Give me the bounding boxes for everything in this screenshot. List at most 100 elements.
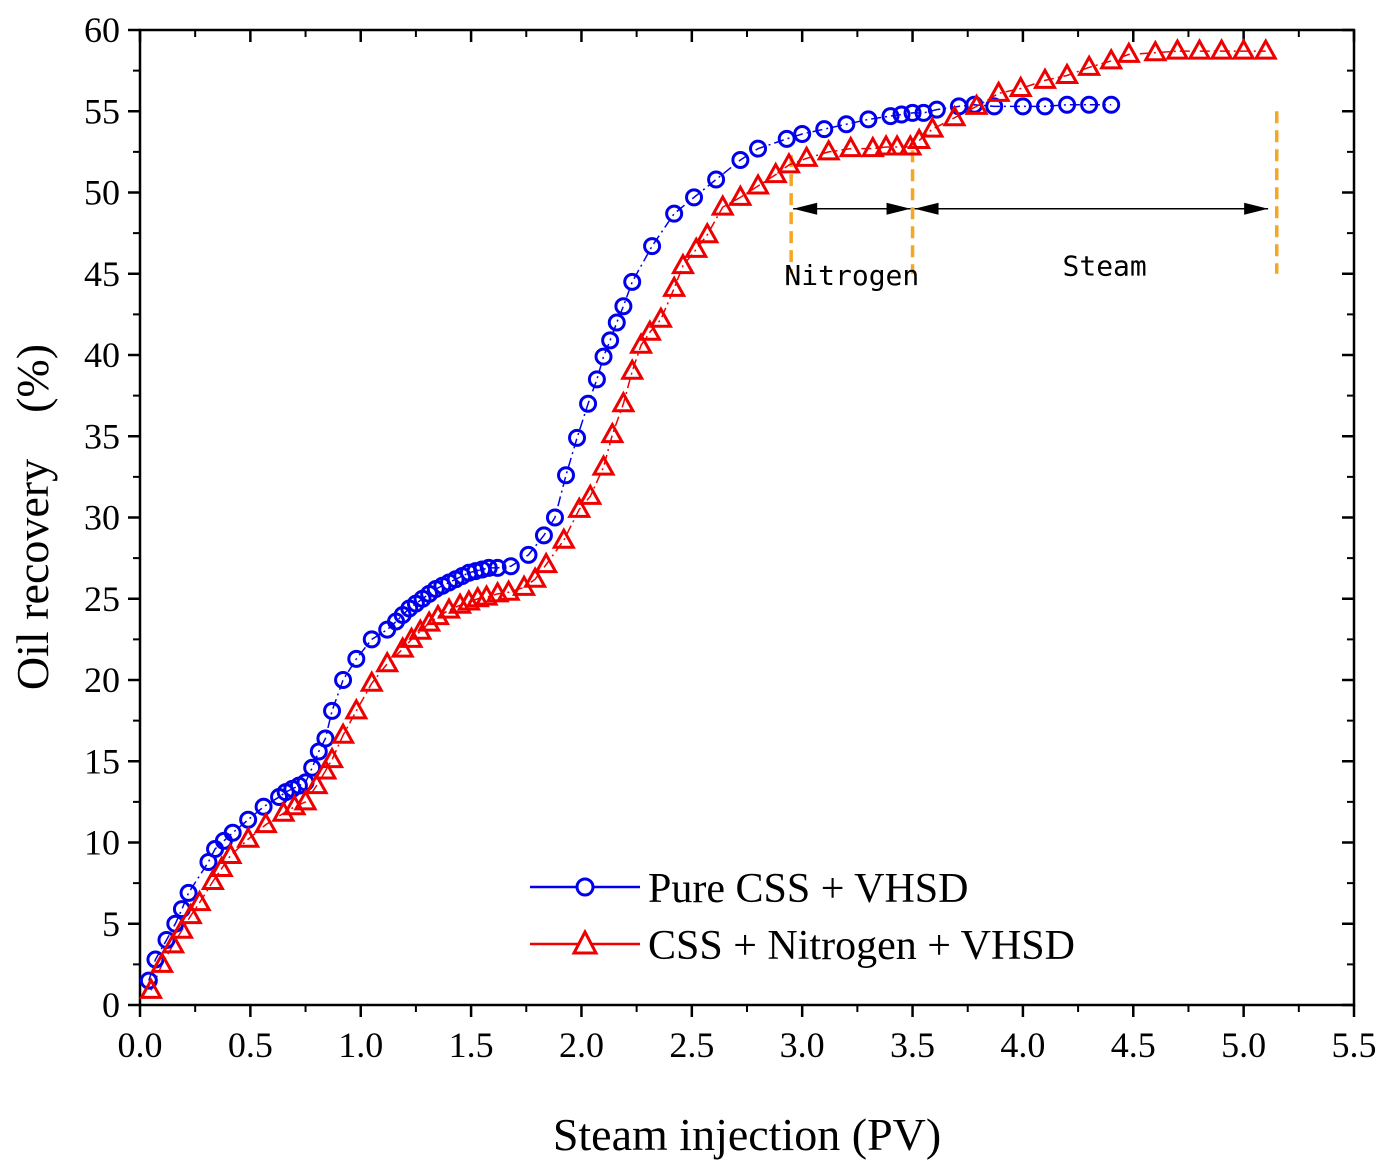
pure-css-data-point (347, 649, 366, 668)
y-tick-label: 60 (84, 10, 120, 50)
pure-css-data-point (1080, 95, 1099, 114)
pure-css-data-point (903, 103, 922, 122)
pure-css-data-point (665, 204, 684, 223)
y-tick-label: 25 (84, 579, 120, 619)
css-nitrogen-data-point (456, 588, 481, 611)
css-nitrogen-data-point (150, 951, 175, 973)
css-nitrogen-data-point (776, 151, 801, 174)
css-nitrogen-data-point (304, 772, 329, 795)
pure-css-data-point (223, 823, 242, 842)
pure-css-data-point (568, 428, 587, 447)
css-nitrogen-data-point (209, 855, 234, 877)
x-axis-title: Steam injection (PV) (553, 1109, 941, 1160)
x-tick-label: 5.5 (1332, 1025, 1377, 1065)
pure-css-data-point (927, 100, 946, 119)
x-tick-label: 0.0 (118, 1025, 163, 1065)
x-tick-label: 1.5 (449, 1025, 494, 1065)
pure-css-data-point (601, 331, 620, 350)
pure-css-data-point (179, 883, 198, 902)
css-nitrogen-data-point (816, 138, 841, 161)
css-nitrogen-data-point (591, 454, 616, 476)
y-tick-label: 55 (84, 91, 120, 131)
y-tick-label: 15 (84, 741, 120, 781)
css-nitrogen-data-point (885, 133, 910, 156)
x-tick-label: 0.5 (228, 1025, 273, 1065)
y-tick-label: 20 (84, 660, 120, 700)
css-nitrogen-data-point (200, 868, 225, 890)
pure-css-data-point (881, 107, 900, 126)
css-nitrogen-data-point (986, 80, 1011, 102)
css-nitrogen-series-line (150, 50, 1266, 991)
css-nitrogen-data-point (1099, 47, 1124, 70)
css-nitrogen-data-point (920, 116, 945, 138)
css-nitrogen-data-point (496, 579, 521, 601)
y-tick-label: 35 (84, 416, 120, 456)
pure-css-data-point (501, 557, 520, 576)
css-nitrogen-data-point (670, 252, 696, 275)
pure-css-data-point (587, 370, 606, 389)
css-nitrogen-data-point (161, 931, 186, 954)
css-nitrogen-data-point (1008, 75, 1033, 97)
css-nitrogen-data-point (138, 977, 164, 999)
pure-css-data-point (534, 526, 553, 545)
css-nitrogen-data-point (838, 135, 863, 158)
pure-css-data-point (362, 630, 381, 649)
pure-css-data-point (139, 971, 158, 990)
css-nitrogen-data-point (860, 135, 885, 158)
nitrogen-arrow-left-arrowhead-icon (793, 202, 818, 215)
x-tick-label: 1.0 (338, 1025, 383, 1065)
css-nitrogen-data-point (375, 650, 400, 673)
pure-css-data-point (323, 701, 342, 720)
css-nitrogen-data-point (578, 483, 603, 505)
css-nitrogen-data-point (271, 800, 296, 822)
css-nitrogen-data-point (236, 826, 261, 848)
pure-css-data-point (334, 671, 353, 689)
pure-css-data-point (579, 394, 598, 413)
x-tick-label: 3.5 (890, 1025, 935, 1065)
css-nitrogen-data-point (567, 496, 592, 518)
pure-css-data-point (557, 466, 576, 485)
css-nitrogen-data-point (794, 145, 819, 167)
css-nitrogen-data-point (218, 842, 243, 864)
pure-css-data-point (254, 797, 273, 816)
css-nitrogen-data-point (359, 670, 384, 692)
css-nitrogen-data-point (313, 757, 338, 780)
css-nitrogen-data-point (710, 194, 735, 216)
pure-css-data-point (731, 151, 750, 169)
css-nitrogen-data-point (1187, 38, 1212, 60)
pure-css-series-line (148, 103, 1112, 981)
css-nitrogen-data-point (1116, 41, 1141, 63)
css-nitrogen-data-point (178, 902, 203, 925)
pure-css-data-point (837, 115, 856, 134)
pure-css-data-point (303, 758, 322, 777)
y-tick-label: 40 (84, 335, 120, 375)
pure-css-data-point (623, 272, 642, 291)
pure-css-data-point (316, 729, 335, 748)
css-nitrogen-data-point (1077, 54, 1102, 76)
css-nitrogen-data-point (964, 93, 989, 115)
y-tick-label: 45 (84, 254, 120, 294)
pure-css-data-point (545, 508, 564, 527)
legend-marker-triangle-icon (571, 928, 599, 955)
legend: Pure CSS + VHSD CSS + Nitrogen + VHSD (530, 866, 1075, 969)
css-nitrogen-data-point (684, 236, 709, 258)
pure-css-data-point (643, 237, 662, 256)
pure-css-data-point (479, 558, 498, 577)
pure-css-data-point (1058, 95, 1077, 114)
pure-css-data-point (607, 313, 626, 332)
css-nitrogen-data-point (1231, 38, 1256, 60)
nitrogen-phase-label: Nitrogen (784, 259, 919, 292)
pure-css-data-point (685, 188, 704, 207)
css-nitrogen-data-point (662, 275, 687, 297)
nitrogen-arrow-right-arrowhead-icon (886, 202, 911, 215)
css-nitrogen-data-point (628, 332, 654, 354)
css-nitrogen-data-point (319, 746, 345, 769)
css-nitrogen-data-point (728, 184, 753, 206)
css-nitrogen-data-point (344, 697, 369, 720)
steam-arrow-right-arrowhead-icon (1244, 202, 1269, 215)
css-nitrogen-data-point (417, 610, 442, 632)
pure-css-data-point (594, 347, 613, 366)
css-nitrogen-data-point (425, 603, 451, 626)
pure-css-data-point (892, 105, 911, 124)
